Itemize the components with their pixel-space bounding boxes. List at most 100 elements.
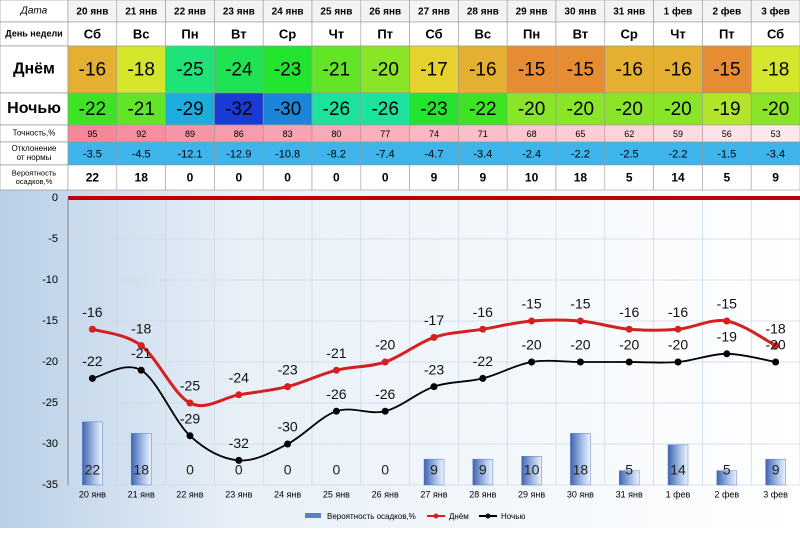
cell-text: Вт <box>573 26 589 41</box>
y-tick-label: -5 <box>48 233 58 245</box>
cell-text: Вс <box>474 26 491 41</box>
row-header: Ночью <box>7 100 61 117</box>
cell-text: 0 <box>284 171 291 185</box>
point <box>479 374 487 382</box>
cell-text: Ср <box>621 26 638 41</box>
cell-text: 62 <box>624 129 634 139</box>
x-tick-label: 3 фев <box>763 489 788 499</box>
point <box>674 358 682 366</box>
point <box>332 366 340 374</box>
cell-text: 26 янв <box>369 7 401 18</box>
x-tick-label: 31 янв <box>616 489 643 499</box>
point <box>528 317 536 325</box>
legend-label: Ночью <box>501 512 525 521</box>
cell-text: 21 янв <box>125 7 157 18</box>
point <box>576 317 584 325</box>
cell-text: -21 <box>323 60 350 81</box>
cell-text: 28 янв <box>467 7 499 18</box>
legend-swatch <box>433 513 439 519</box>
point <box>88 374 96 382</box>
x-tick-label: 27 янв <box>420 489 447 499</box>
x-tick-label: 25 янв <box>323 489 350 499</box>
data-label: -22 <box>473 353 493 369</box>
x-tick-label: 21 янв <box>128 489 155 499</box>
cell <box>604 45 654 94</box>
cell <box>409 164 459 191</box>
cell-text: 9 <box>479 171 486 185</box>
data-label: -20 <box>765 337 785 353</box>
cell-text: 92 <box>136 129 146 139</box>
y-tick-label: -20 <box>42 356 58 368</box>
bar <box>716 470 738 486</box>
y-tick-label: -30 <box>42 438 58 450</box>
x-tick-label: 22 янв <box>176 489 203 499</box>
cell-text: 65 <box>575 129 585 139</box>
point <box>235 456 243 464</box>
cell-text: 53 <box>771 129 781 139</box>
cell-text: -12.9 <box>226 148 251 160</box>
bar-label: 14 <box>670 462 686 478</box>
cell-text: 74 <box>429 129 439 139</box>
cell-text: -29 <box>176 99 203 120</box>
data-label: -18 <box>765 320 785 336</box>
cell-text: 24 янв <box>272 7 304 18</box>
y-tick-label: -25 <box>42 397 58 409</box>
cell <box>653 21 703 47</box>
data-label: -18 <box>131 320 151 336</box>
cell-text: -26 <box>323 99 350 120</box>
data-label: -21 <box>131 345 151 361</box>
data-label: -20 <box>521 337 541 353</box>
point <box>186 399 194 407</box>
cell-text: 5 <box>626 171 633 185</box>
cell-text: -3.4 <box>766 148 785 160</box>
cell-text: 95 <box>87 129 97 139</box>
data-label: -16 <box>82 304 102 320</box>
cell-text: 56 <box>722 129 732 139</box>
cell-text: -3.5 <box>83 148 102 160</box>
row-header: День недели <box>5 28 62 38</box>
cell-text: -8.2 <box>327 148 346 160</box>
data-label: -29 <box>180 411 200 427</box>
cell <box>262 45 313 94</box>
data-label: -26 <box>326 386 346 402</box>
bar-label: 5 <box>723 462 731 478</box>
x-tick-label: 2 фев <box>714 489 739 499</box>
cell <box>458 92 508 126</box>
cell-text: -21 <box>127 99 154 120</box>
point <box>576 358 584 366</box>
data-label: -20 <box>668 337 688 353</box>
cell-text: 20 янв <box>76 7 108 18</box>
cell-text: -2.2 <box>669 148 688 160</box>
data-label: -15 <box>521 296 541 312</box>
data-label: -30 <box>277 419 297 435</box>
cell-text: 9 <box>772 171 779 185</box>
data-label: -17 <box>424 312 444 328</box>
bar <box>521 456 542 486</box>
cell-text: 68 <box>527 129 537 139</box>
cell-text: Ср <box>279 26 296 41</box>
cell <box>750 45 800 94</box>
cell <box>506 164 557 191</box>
bar <box>82 421 103 486</box>
data-label: -19 <box>717 329 737 345</box>
cell-text: 25 янв <box>320 7 352 18</box>
bar-label: 9 <box>479 462 487 478</box>
cell-text: -7.4 <box>376 148 395 160</box>
cell-text: 23 янв <box>223 7 255 18</box>
cell <box>506 21 557 47</box>
bar <box>618 470 640 486</box>
cell-text: -16 <box>664 60 691 81</box>
cell-text: 3 фев <box>761 6 790 18</box>
bar <box>423 458 445 486</box>
cell-text: -15 <box>713 60 740 81</box>
cell-text: Сб <box>425 26 442 41</box>
y-tick-label: -15 <box>42 315 58 327</box>
cell <box>165 45 215 94</box>
cell-text: -16 <box>469 60 496 81</box>
cell <box>506 92 557 126</box>
data-label: -23 <box>424 361 444 377</box>
point <box>137 366 145 374</box>
bar-label: 5 <box>625 462 633 478</box>
cell-text: 22 янв <box>174 7 206 18</box>
